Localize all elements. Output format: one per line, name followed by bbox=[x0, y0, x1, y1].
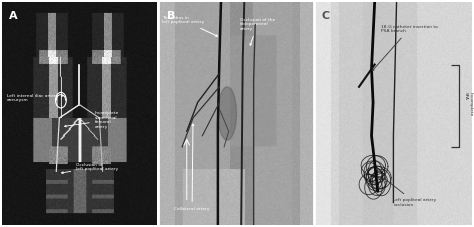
Text: A: A bbox=[9, 11, 17, 21]
Text: Thrombus in
left popliteal artery: Thrombus in left popliteal artery bbox=[162, 16, 218, 36]
Text: C: C bbox=[321, 11, 329, 21]
Text: Collateral artery: Collateral artery bbox=[174, 124, 210, 211]
Text: B: B bbox=[166, 11, 175, 21]
Text: Occlusion of
left popliteal artery: Occlusion of left popliteal artery bbox=[62, 163, 118, 173]
Text: 18-G catheter insertion to
PSA branch: 18-G catheter insertion to PSA branch bbox=[373, 25, 438, 71]
Text: Incomplete
superficial
femoral
artery: Incomplete superficial femoral artery bbox=[64, 111, 119, 129]
Text: Left popliteal artery
occlusion: Left popliteal artery occlusion bbox=[384, 178, 437, 207]
Text: Left internal iliac artery
aneurysm: Left internal iliac artery aneurysm bbox=[7, 94, 64, 102]
Polygon shape bbox=[218, 87, 237, 140]
Text: Occlusion of the
tibioperoneal
artery: Occlusion of the tibioperoneal artery bbox=[240, 18, 275, 45]
Text: Incomplete
SFA: Incomplete SFA bbox=[464, 92, 473, 117]
